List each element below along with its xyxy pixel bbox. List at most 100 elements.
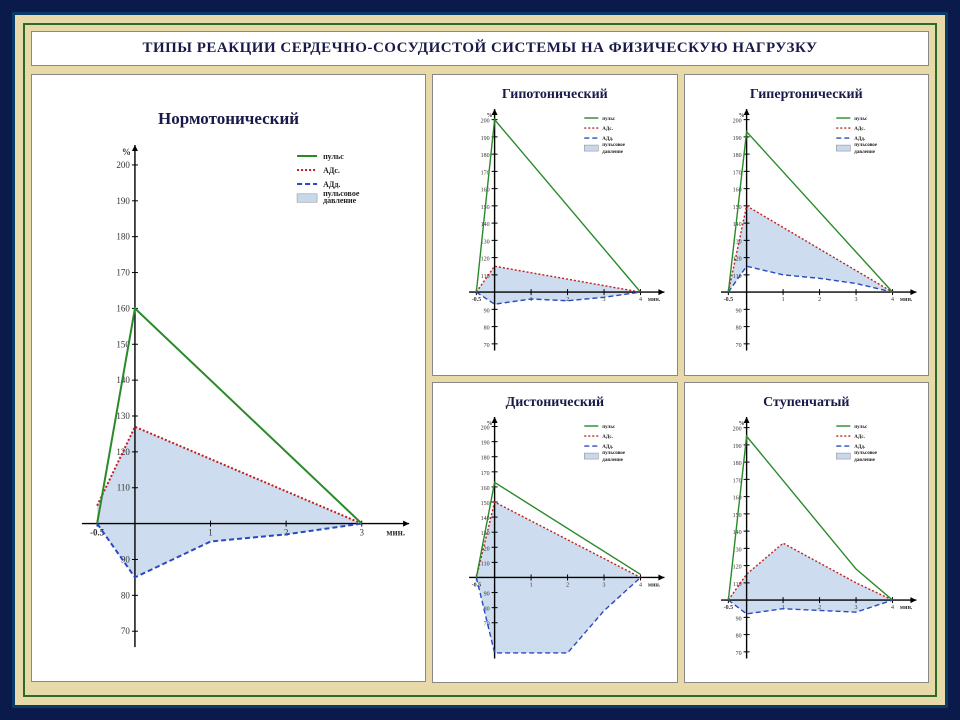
svg-text:пульс: пульс bbox=[602, 425, 616, 430]
svg-text:4: 4 bbox=[891, 605, 894, 611]
svg-text:%: % bbox=[738, 421, 744, 427]
svg-text:%: % bbox=[122, 147, 131, 157]
svg-text:70: 70 bbox=[121, 626, 131, 636]
svg-text:1: 1 bbox=[781, 297, 784, 303]
svg-text:130: 130 bbox=[116, 411, 130, 421]
svg-text:70: 70 bbox=[735, 343, 741, 349]
chart-stepped: Ступенчатый 7080901101201301401501601701… bbox=[684, 382, 929, 684]
svg-text:4: 4 bbox=[639, 582, 642, 588]
svg-text:2: 2 bbox=[566, 582, 569, 588]
page-title: ТИПЫ РЕАКЦИИ СЕРДЕЧНО-СОСУДИСТОЙ СИСТЕМЫ… bbox=[36, 40, 924, 57]
svg-text:АДс.: АДс. bbox=[854, 127, 865, 132]
svg-text:АДд.: АДд. bbox=[323, 180, 340, 189]
svg-text:АДд.: АДд. bbox=[854, 137, 866, 142]
chart-title-dystonic: Дистонический bbox=[439, 395, 670, 411]
chart-normotonic: Нормотонический 708090110120130140150160… bbox=[31, 74, 426, 682]
svg-text:пульс: пульс bbox=[323, 152, 344, 161]
svg-text:170: 170 bbox=[732, 170, 741, 176]
outer-frame: ТИПЫ РЕАКЦИИ СЕРДЕЧНО-СОСУДИСТОЙ СИСТЕМЫ… bbox=[12, 12, 948, 708]
svg-text:%: % bbox=[487, 421, 493, 427]
svg-text:200: 200 bbox=[732, 119, 741, 125]
svg-text:4: 4 bbox=[891, 297, 894, 303]
svg-text:170: 170 bbox=[481, 470, 490, 476]
chart-hypotonic: Гипотонический 7080901101201301401501601… bbox=[432, 74, 677, 376]
svg-text:1: 1 bbox=[208, 528, 213, 538]
svg-text:200: 200 bbox=[116, 160, 130, 170]
svg-text:АДс.: АДс. bbox=[854, 435, 865, 440]
svg-text:пульс: пульс bbox=[854, 117, 868, 122]
svg-text:-0.5: -0.5 bbox=[472, 297, 482, 303]
svg-text:мин.: мин. bbox=[899, 605, 912, 611]
chart-title-stepped: Ступенчатый bbox=[691, 395, 922, 411]
plot-dystonic: 708090110120130140150160170180190200%-0.… bbox=[439, 415, 670, 677]
svg-text:120: 120 bbox=[732, 564, 741, 570]
svg-text:200: 200 bbox=[481, 119, 490, 125]
svg-text:160: 160 bbox=[481, 188, 490, 194]
svg-text:190: 190 bbox=[116, 196, 130, 206]
svg-text:АДд.: АДд. bbox=[854, 445, 866, 450]
chart-title-normotonic: Нормотонический bbox=[38, 109, 419, 129]
inner-frame: ТИПЫ РЕАКЦИИ СЕРДЕЧНО-СОСУДИСТОЙ СИСТЕМЫ… bbox=[23, 23, 937, 697]
svg-text:190: 190 bbox=[481, 136, 490, 142]
svg-text:180: 180 bbox=[732, 153, 741, 159]
svg-text:180: 180 bbox=[481, 153, 490, 159]
svg-text:120: 120 bbox=[481, 257, 490, 263]
svg-text:200: 200 bbox=[732, 426, 741, 432]
plot-hypertonic: 708090110120130140150160170180190200%-0.… bbox=[691, 107, 922, 369]
svg-text:160: 160 bbox=[116, 303, 130, 313]
charts-row: Нормотонический 70 80 90 110 120 130 140 150 160… bbox=[31, 74, 929, 682]
svg-text:180: 180 bbox=[116, 232, 130, 242]
title-bar: ТИПЫ РЕАКЦИИ СЕРДЕЧНО-СОСУДИСТОЙ СИСТЕМЫ… bbox=[31, 31, 929, 66]
svg-text:-0.5: -0.5 bbox=[472, 582, 482, 588]
svg-text:мин.: мин. bbox=[648, 582, 661, 588]
svg-text:80: 80 bbox=[484, 326, 490, 332]
chart-title-hypertonic: Гипертонический bbox=[691, 87, 922, 103]
svg-text:3: 3 bbox=[359, 528, 364, 538]
svg-text:170: 170 bbox=[116, 268, 130, 278]
plot-normotonic: 708090110120130140150160170180190200%-0.… bbox=[38, 139, 419, 671]
svg-text:давление: давление bbox=[323, 196, 357, 205]
svg-text:давление: давление bbox=[602, 150, 623, 155]
svg-text:180: 180 bbox=[481, 455, 490, 461]
svg-text:1: 1 bbox=[530, 297, 533, 303]
svg-text:АДс.: АДс. bbox=[602, 435, 613, 440]
svg-text:180: 180 bbox=[732, 461, 741, 467]
svg-text:4: 4 bbox=[639, 297, 642, 303]
svg-text:пульсовое: пульсовое bbox=[602, 143, 625, 148]
svg-text:110: 110 bbox=[117, 483, 131, 493]
small-charts-grid: Гипотонический 7080901101201301401501601… bbox=[432, 74, 929, 682]
svg-text:80: 80 bbox=[121, 590, 131, 600]
svg-text:90: 90 bbox=[484, 591, 490, 597]
svg-text:80: 80 bbox=[735, 633, 741, 639]
svg-text:140: 140 bbox=[732, 222, 741, 228]
svg-text:90: 90 bbox=[735, 616, 741, 622]
svg-text:150: 150 bbox=[481, 501, 490, 507]
svg-text:пульсовое: пульсовое bbox=[854, 451, 877, 456]
svg-text:%: % bbox=[738, 113, 744, 119]
svg-text:1: 1 bbox=[530, 582, 533, 588]
svg-text:-0.5: -0.5 bbox=[723, 297, 733, 303]
svg-text:-0.5: -0.5 bbox=[723, 605, 733, 611]
svg-text:70: 70 bbox=[735, 650, 741, 656]
svg-text:давление: давление bbox=[602, 458, 623, 463]
svg-text:140: 140 bbox=[732, 530, 741, 536]
svg-text:80: 80 bbox=[735, 326, 741, 332]
plot-hypotonic: 708090110120130140150160170180190200%-0.… bbox=[439, 107, 670, 369]
svg-text:мин.: мин. bbox=[899, 297, 912, 303]
svg-text:120: 120 bbox=[116, 447, 130, 457]
svg-text:АДс.: АДс. bbox=[602, 127, 613, 132]
plot-stepped: 708090110120130140150160170180190200%-0.… bbox=[691, 415, 922, 677]
svg-text:190: 190 bbox=[732, 136, 741, 142]
svg-text:190: 190 bbox=[732, 443, 741, 449]
svg-text:110: 110 bbox=[481, 561, 490, 567]
chart-hypertonic: Гипертонический 708090110120130140150160… bbox=[684, 74, 929, 376]
svg-text:120: 120 bbox=[732, 257, 741, 263]
svg-text:пульсовое: пульсовое bbox=[602, 451, 625, 456]
svg-text:160: 160 bbox=[481, 485, 490, 491]
svg-text:3: 3 bbox=[854, 297, 857, 303]
svg-text:давление: давление bbox=[854, 150, 875, 155]
svg-text:пульс: пульс bbox=[854, 425, 868, 430]
svg-text:АДс.: АДс. bbox=[323, 166, 340, 175]
svg-text:пульсовое: пульсовое bbox=[854, 143, 877, 148]
svg-text:170: 170 bbox=[732, 478, 741, 484]
